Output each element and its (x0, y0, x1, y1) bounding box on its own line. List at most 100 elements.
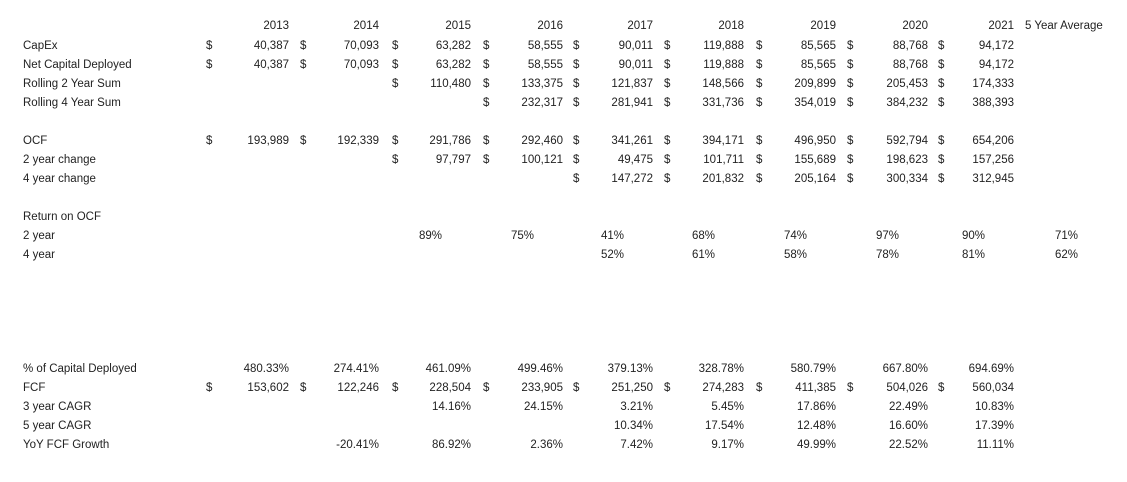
cell-value: 153,602 (247, 382, 289, 394)
row-label-pct-capital: % of Capital Deployed (23, 363, 137, 375)
currency-symbol: $ (847, 59, 854, 71)
row-label-yoy: YoY FCF Growth (23, 439, 110, 451)
cell-value: 654,206 (972, 135, 1014, 147)
year-header: 2015 (445, 20, 471, 32)
currency-symbol: $ (392, 40, 399, 52)
currency-symbol: $ (756, 40, 763, 52)
cell-value: 10.34% (613, 420, 653, 432)
currency-symbol: $ (483, 78, 490, 90)
cell-value: 205,164 (794, 173, 836, 185)
cell-value: 592,794 (886, 135, 928, 147)
cell-value: 58,555 (527, 59, 563, 71)
cell-value: 411,385 (795, 382, 836, 394)
cell-value: 233,905 (521, 382, 563, 394)
currency-symbol: $ (483, 382, 490, 394)
cell-value: 300,334 (886, 173, 928, 185)
currency-symbol: $ (938, 59, 945, 71)
cell-value: 68% (691, 230, 715, 242)
cell-value: 22.52% (888, 439, 928, 451)
row-label-capex: CapEx (23, 40, 58, 52)
cell-value: 90% (961, 230, 985, 242)
currency-symbol: $ (938, 97, 945, 109)
cell-value: 101,711 (703, 154, 744, 166)
cell-value: 5.45% (711, 401, 744, 413)
cell-value: 97% (875, 230, 899, 242)
currency-symbol: $ (664, 97, 671, 109)
cell-value: 49,475 (617, 154, 653, 166)
cell-value: 49.99% (796, 439, 836, 451)
currency-symbol: $ (664, 173, 671, 185)
cell-value: 461.09% (425, 363, 471, 375)
currency-symbol: $ (664, 154, 671, 166)
cell-value: 97,797 (435, 154, 471, 166)
cell-value: 81% (961, 249, 985, 261)
currency-symbol: $ (847, 173, 854, 185)
five-year-average-value: 71% (1054, 230, 1078, 242)
cell-value: 331,736 (702, 97, 744, 109)
cell-value: 70,093 (343, 40, 379, 52)
cell-value: 147,272 (611, 173, 653, 185)
currency-symbol: $ (392, 78, 399, 90)
cell-value: 394,171 (702, 135, 744, 147)
currency-symbol: $ (847, 154, 854, 166)
cell-value: 9.17% (711, 439, 744, 451)
cell-value: 251,250 (611, 382, 653, 394)
currency-symbol: $ (756, 154, 763, 166)
currency-symbol: $ (756, 97, 763, 109)
cell-value: 198,623 (886, 154, 928, 166)
row-label-cagr5: 5 year CAGR (23, 420, 92, 432)
currency-symbol: $ (847, 135, 854, 147)
currency-symbol: $ (206, 40, 213, 52)
cell-value: 121,837 (611, 78, 653, 90)
cell-value: 155,689 (794, 154, 836, 166)
cell-value: 122,246 (337, 382, 379, 394)
row-label-return-header: Return on OCF (23, 211, 101, 223)
five-year-average-value: 62% (1054, 249, 1078, 261)
currency-symbol: $ (392, 382, 399, 394)
cell-value: 40,387 (253, 59, 289, 71)
currency-symbol: $ (664, 382, 671, 394)
cell-value: 291,786 (429, 135, 471, 147)
cell-value: 480.33% (243, 363, 289, 375)
currency-symbol: $ (664, 40, 671, 52)
currency-symbol: $ (206, 59, 213, 71)
cell-value: 10.83% (974, 401, 1014, 413)
currency-symbol: $ (206, 135, 213, 147)
currency-symbol: $ (938, 78, 945, 90)
row-label-cagr3: 3 year CAGR (23, 401, 92, 413)
currency-symbol: $ (300, 40, 307, 52)
cell-value: 312,945 (972, 173, 1014, 185)
cell-value: 379.13% (607, 363, 653, 375)
cell-value: 205,453 (886, 78, 928, 90)
currency-symbol: $ (847, 78, 854, 90)
row-label-fcf: FCF (23, 382, 46, 394)
currency-symbol: $ (756, 135, 763, 147)
currency-symbol: $ (573, 59, 580, 71)
cell-value: 3.21% (620, 401, 653, 413)
row-label-change4: 4 year change (23, 173, 96, 185)
cell-value: 58,555 (527, 40, 563, 52)
cell-value: 85,565 (800, 59, 836, 71)
cell-value: 52% (600, 249, 624, 261)
cell-value: 70,093 (343, 59, 379, 71)
cell-value: 88,768 (892, 40, 928, 52)
cell-value: 228,504 (429, 382, 471, 394)
cell-value: 328.78% (698, 363, 744, 375)
cell-value: 119,888 (703, 59, 744, 71)
cell-value: 24.15% (523, 401, 563, 413)
currency-symbol: $ (573, 382, 580, 394)
row-label-return4: 4 year (23, 249, 55, 261)
currency-symbol: $ (300, 59, 307, 71)
currency-symbol: $ (938, 40, 945, 52)
currency-symbol: $ (300, 382, 307, 394)
row-label-ocf: OCF (23, 135, 48, 147)
currency-symbol: $ (573, 40, 580, 52)
year-header: 2018 (718, 20, 744, 32)
row-label-rolling4: Rolling 4 Year Sum (23, 97, 121, 109)
currency-symbol: $ (664, 78, 671, 90)
currency-symbol: $ (392, 154, 399, 166)
cell-value: 100,121 (521, 154, 563, 166)
currency-symbol: $ (483, 135, 490, 147)
cell-value: 209,899 (794, 78, 836, 90)
currency-symbol: $ (847, 97, 854, 109)
